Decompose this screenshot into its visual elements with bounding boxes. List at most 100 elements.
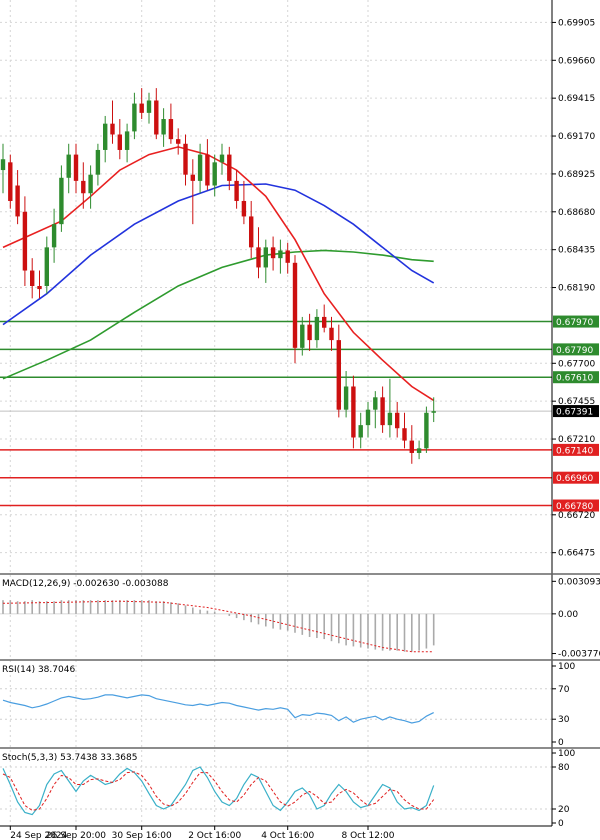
candle-24 (176, 128, 181, 155)
candle-body-13 (95, 149, 101, 175)
candle-body-2 (15, 185, 20, 217)
candle-43 (314, 309, 320, 348)
candle-body-40 (292, 262, 298, 348)
price-tick-label-4: 0.68925 (558, 170, 595, 180)
candle-39 (285, 242, 290, 274)
resistance-level-label-1: 0.67790 (556, 346, 593, 356)
candle-body-32 (234, 180, 239, 201)
candle-body-41 (300, 324, 305, 348)
current-price-tag (553, 405, 599, 418)
candle-35 (256, 227, 261, 279)
time-tick-label-2: 30 Sep 16:00 (112, 831, 172, 840)
candle-2 (15, 170, 20, 225)
stoch-k-line (2, 766, 435, 816)
price-tick-label-3: 0.69170 (558, 132, 595, 142)
support-level-tag-1 (553, 471, 599, 484)
support-level-label-2: 0.66780 (556, 502, 593, 512)
rsi-tick-label-1: 70 (558, 685, 570, 695)
candle-body-28 (205, 154, 210, 186)
candles (0, 88, 436, 464)
candle-body-8 (59, 177, 64, 225)
candle-body-48 (351, 386, 356, 438)
candle-13 (95, 143, 101, 186)
candle-10 (73, 143, 79, 194)
time-tick-label-0: 24 Sep 2024 (10, 831, 67, 840)
candle-17 (124, 123, 130, 163)
stoch-tick-label-1: 80 (558, 763, 570, 773)
candle-body-37 (270, 247, 276, 259)
candle-body-29 (212, 162, 217, 186)
time-tick-label-5: 8 Oct 12:00 (342, 831, 395, 840)
candle-body-34 (249, 216, 254, 248)
candle-30 (219, 143, 225, 175)
candle-15 (110, 100, 115, 144)
candle-body-43 (314, 316, 320, 341)
candle-21 (154, 88, 159, 140)
candle-body-59 (431, 411, 436, 413)
candle-body-47 (343, 386, 349, 410)
candle-8 (59, 165, 64, 232)
candle-3 (22, 196, 28, 286)
support-level-tag-2 (553, 499, 599, 512)
candle-body-21 (154, 100, 159, 135)
macd-tick-label-0: 0.003093 (558, 577, 600, 587)
candle-body-11 (81, 180, 86, 194)
candle-body-53 (387, 412, 393, 426)
candle-body-44 (322, 316, 327, 328)
current-price-label: 0.67391 (556, 408, 593, 418)
resistance-level-label-0: 0.67970 (556, 318, 593, 328)
candle-body-55 (402, 428, 407, 441)
moving-averages (2, 146, 435, 402)
price-tick-label-8: 0.67700 (558, 359, 595, 369)
time-tick-label-4: 4 Oct 16:00 (261, 831, 314, 840)
candle-body-58 (424, 412, 429, 449)
candle-body-20 (146, 100, 152, 113)
candle-body-14 (103, 123, 108, 150)
candle-27 (197, 143, 203, 194)
candle-31 (227, 146, 232, 191)
resistance-level-tag-0 (553, 315, 599, 328)
candle-37 (270, 236, 276, 271)
candle-5 (37, 270, 42, 299)
support-level-tag-0 (553, 443, 599, 456)
macd-label: MACD(12,26,9) -0.002630 -0.003088 (2, 579, 169, 589)
candle-54 (395, 401, 400, 438)
candle-11 (81, 162, 86, 209)
candle-body-18 (132, 103, 137, 132)
price-tick-label-7: 0.68190 (558, 284, 595, 294)
candle-23 (168, 103, 174, 144)
macd-panel: MACD(12,26,9) -0.002630 -0.003088 0.00309… (0, 577, 600, 660)
candle-28 (205, 139, 210, 191)
price-axis: 0.67970 0.67790 0.67610 0.67140 0.66960 0.667… (552, 18, 599, 559)
candle-50 (365, 401, 371, 438)
candle-58 (424, 406, 429, 453)
candle-body-25 (183, 143, 188, 175)
candle-body-49 (358, 425, 363, 438)
candle-41 (300, 316, 305, 356)
stoch-tick-label-0: 100 (558, 749, 575, 759)
candle-49 (358, 412, 363, 449)
rsi-tick-label-0: 100 (558, 662, 575, 672)
price-tick-label-6: 0.68435 (558, 246, 595, 256)
price-tick-label-10: 0.67210 (558, 435, 595, 445)
macd-tick-label-2: -0.003776 (558, 650, 600, 660)
ma-fast-line (2, 146, 435, 402)
candle-52 (380, 386, 385, 433)
candle-body-26 (190, 174, 195, 181)
candle-0 (0, 143, 6, 194)
candle-34 (249, 200, 254, 259)
candle-9 (66, 143, 71, 194)
candle-body-46 (336, 340, 341, 410)
candle-body-36 (263, 247, 268, 268)
candle-body-50 (365, 409, 371, 426)
resistance-level-tag-1 (553, 343, 599, 356)
candle-body-33 (241, 200, 247, 217)
candle-18 (132, 92, 137, 140)
candle-14 (103, 115, 108, 163)
time-tick-label-3: 2 Oct 16:00 (188, 831, 241, 840)
candle-44 (322, 304, 327, 333)
candle-20 (146, 92, 152, 124)
candle-48 (351, 375, 356, 449)
candle-body-19 (139, 103, 144, 113)
